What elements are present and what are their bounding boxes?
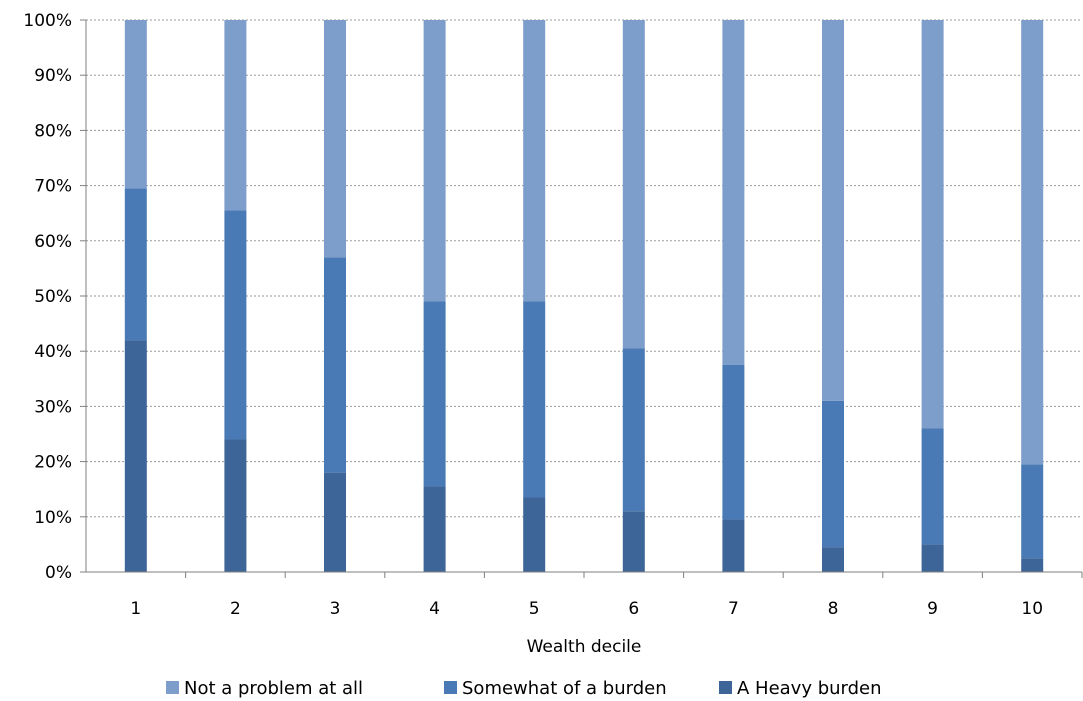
bar-not-a-problem-at-all-7 bbox=[722, 20, 745, 365]
y-tick-label: 10% bbox=[34, 508, 72, 528]
bars bbox=[124, 20, 1044, 572]
y-tick-labels: 0% 10% 20% 30% 40% 50% 60% 70% 80% 90% 100% bbox=[23, 11, 86, 583]
bar-not-a-problem-at-all-4 bbox=[423, 20, 446, 302]
bar-a-heavy-burden-1 bbox=[124, 340, 147, 572]
bar-a-heavy-burden-5 bbox=[523, 497, 546, 572]
bar-a-heavy-burden-3 bbox=[324, 472, 346, 572]
x-tick-label: 3 bbox=[330, 599, 341, 619]
x-tick-label: 5 bbox=[529, 599, 540, 619]
bar-a-heavy-burden-2 bbox=[224, 439, 247, 572]
bar-not-a-problem-at-all-9 bbox=[921, 20, 944, 429]
y-tick-label: 70% bbox=[34, 177, 72, 197]
x-axis-title: Wealth decile bbox=[527, 637, 642, 657]
legend-swatch bbox=[444, 681, 457, 694]
x-tick-label: 10 bbox=[1021, 599, 1043, 619]
y-tick-label: 100% bbox=[23, 11, 72, 31]
y-tick-label: 90% bbox=[34, 66, 72, 86]
x-tick-label: 1 bbox=[130, 599, 141, 619]
x-tick-label: 2 bbox=[230, 599, 241, 619]
bar-somewhat-of-a-burden-6 bbox=[622, 348, 645, 512]
bar-a-heavy-burden-8 bbox=[822, 547, 844, 572]
x-tick-label: 7 bbox=[728, 599, 739, 619]
bar-somewhat-of-a-burden-4 bbox=[423, 301, 446, 487]
bar-somewhat-of-a-burden-9 bbox=[921, 428, 944, 545]
bar-a-heavy-burden-6 bbox=[622, 511, 645, 572]
bar-somewhat-of-a-burden-2 bbox=[224, 210, 247, 440]
bar-somewhat-of-a-burden-8 bbox=[822, 400, 844, 548]
y-tick-label: 20% bbox=[34, 453, 72, 473]
bar-not-a-problem-at-all-8 bbox=[822, 20, 844, 401]
bar-not-a-problem-at-all-2 bbox=[224, 20, 247, 211]
bar-a-heavy-burden-10 bbox=[1021, 558, 1044, 572]
legend-label: Not a problem at all bbox=[184, 678, 363, 699]
y-tick-label: 30% bbox=[34, 397, 72, 417]
x-tick-label: 6 bbox=[628, 599, 639, 619]
bar-somewhat-of-a-burden-1 bbox=[124, 188, 147, 341]
bar-somewhat-of-a-burden-5 bbox=[523, 301, 546, 498]
bar-not-a-problem-at-all-5 bbox=[523, 20, 546, 302]
legend-swatch bbox=[166, 681, 179, 694]
x-tick-label: 9 bbox=[927, 599, 938, 619]
legend-label: Somewhat of a burden bbox=[462, 678, 667, 699]
bar-not-a-problem-at-all-3 bbox=[324, 20, 346, 258]
x-tick-label: 4 bbox=[429, 599, 440, 619]
y-tick-label: 60% bbox=[34, 232, 72, 252]
x-tick-label: 8 bbox=[828, 599, 839, 619]
y-tick-label: 40% bbox=[34, 342, 72, 362]
legend-label: A Heavy burden bbox=[737, 678, 882, 699]
bar-not-a-problem-at-all-10 bbox=[1021, 20, 1044, 465]
bar-somewhat-of-a-burden-10 bbox=[1021, 464, 1044, 559]
y-tick-label: 80% bbox=[34, 121, 72, 141]
bar-not-a-problem-at-all-6 bbox=[622, 20, 645, 349]
legend-swatch bbox=[719, 681, 732, 694]
bar-not-a-problem-at-all-1 bbox=[124, 20, 147, 189]
y-tick-label: 0% bbox=[45, 563, 72, 583]
gridlines bbox=[86, 19, 1082, 518]
bar-somewhat-of-a-burden-3 bbox=[324, 257, 346, 473]
bar-a-heavy-burden-4 bbox=[423, 486, 446, 572]
y-tick-label: 50% bbox=[34, 287, 72, 307]
x-tick-labels: 1 2 3 4 5 6 7 8 9 10 bbox=[130, 572, 1083, 619]
bar-a-heavy-burden-9 bbox=[921, 544, 944, 572]
bar-a-heavy-burden-7 bbox=[722, 519, 745, 572]
bar-somewhat-of-a-burden-7 bbox=[722, 365, 745, 520]
legend: Not a problem at all Somewhat of a burden… bbox=[166, 678, 882, 699]
